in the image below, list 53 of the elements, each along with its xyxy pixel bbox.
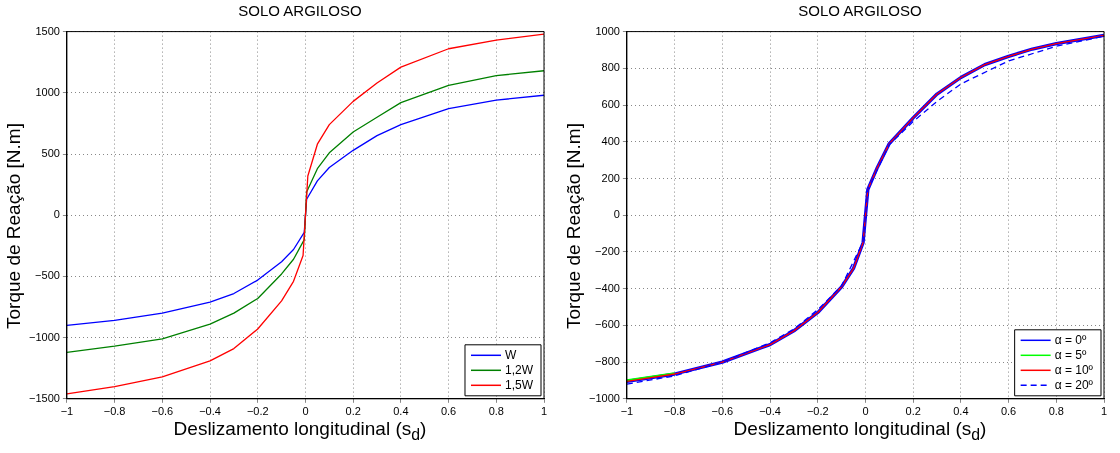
x-tick-label: −0.2	[246, 405, 269, 418]
x-tick-label: 0.4	[393, 405, 409, 418]
y-tick-label: −500	[35, 269, 60, 282]
x-tick-label: −0.6	[711, 405, 734, 418]
y-tick-label: 0	[53, 208, 60, 221]
x-tick-label: 1	[540, 405, 548, 418]
x-tick-label: 1	[1100, 405, 1108, 418]
y-tick-label: 1000	[35, 85, 60, 98]
y-tick-label: −1000	[28, 330, 60, 343]
x-tick-label: 0	[302, 405, 309, 418]
x-tick-label: 0	[862, 405, 869, 418]
legend-label: 1,5W	[504, 377, 534, 392]
legend-label: α = 5º	[1054, 347, 1087, 362]
x-tick-label: −0.4	[199, 405, 221, 418]
legend-label: α = 10º	[1054, 362, 1094, 377]
y-tick-label: 600	[601, 98, 620, 111]
y-tick-label: −1500	[28, 391, 60, 404]
x-tick-label: −1	[60, 405, 74, 418]
y-tick-label: −1000	[588, 391, 620, 404]
x-tick-label: −1	[620, 405, 634, 418]
x-tick-label: 0.4	[953, 405, 969, 418]
x-axis-title: Deslizamento longitudinal (s$_{d}$)	[172, 418, 428, 444]
y-tick-label: −200	[595, 244, 620, 257]
y-tick-label: 400	[601, 134, 620, 147]
x-tick-label: 0.6	[440, 405, 457, 418]
y-tick-label: 1000	[595, 24, 620, 37]
y-tick-label: 1500	[35, 24, 60, 37]
x-tick-label: −0.6	[151, 405, 174, 418]
y-tick-label: 500	[41, 147, 60, 160]
y-axis-title: Torque de Reação [N.m]	[563, 123, 585, 329]
x-tick-label: 0.6	[1000, 405, 1017, 418]
legend-label: α = 0º	[1054, 332, 1087, 347]
x-tick-label: 0.8	[1048, 405, 1064, 418]
y-tick-label: 200	[601, 171, 620, 184]
x-tick-label: 0.2	[345, 405, 361, 418]
x-tick-label: 0.8	[488, 405, 504, 418]
legend-label: W	[504, 347, 517, 362]
x-axis-title: Deslizamento longitudinal (s$_{d}$)	[732, 418, 988, 444]
x-tick-label: −0.8	[663, 405, 686, 418]
x-tick-label: 0.2	[905, 405, 921, 418]
y-tick-label: 800	[601, 61, 620, 74]
x-tick-label: −0.4	[759, 405, 781, 418]
chart-title: SOLO ARGILOSO	[797, 2, 923, 19]
legend-label: 1,2W	[504, 362, 534, 377]
y-tick-label: −400	[595, 281, 620, 294]
y-axis-title: Torque de Reação [N.m]	[3, 123, 25, 329]
y-tick-label: 0	[613, 208, 620, 221]
x-tick-label: −0.8	[103, 405, 126, 418]
y-tick-label: −800	[595, 355, 620, 368]
x-tick-label: −0.2	[806, 405, 829, 418]
legend-label: α = 20º	[1054, 377, 1094, 392]
chart-title: SOLO ARGILOSO	[237, 2, 363, 19]
y-tick-label: −600	[595, 318, 620, 331]
